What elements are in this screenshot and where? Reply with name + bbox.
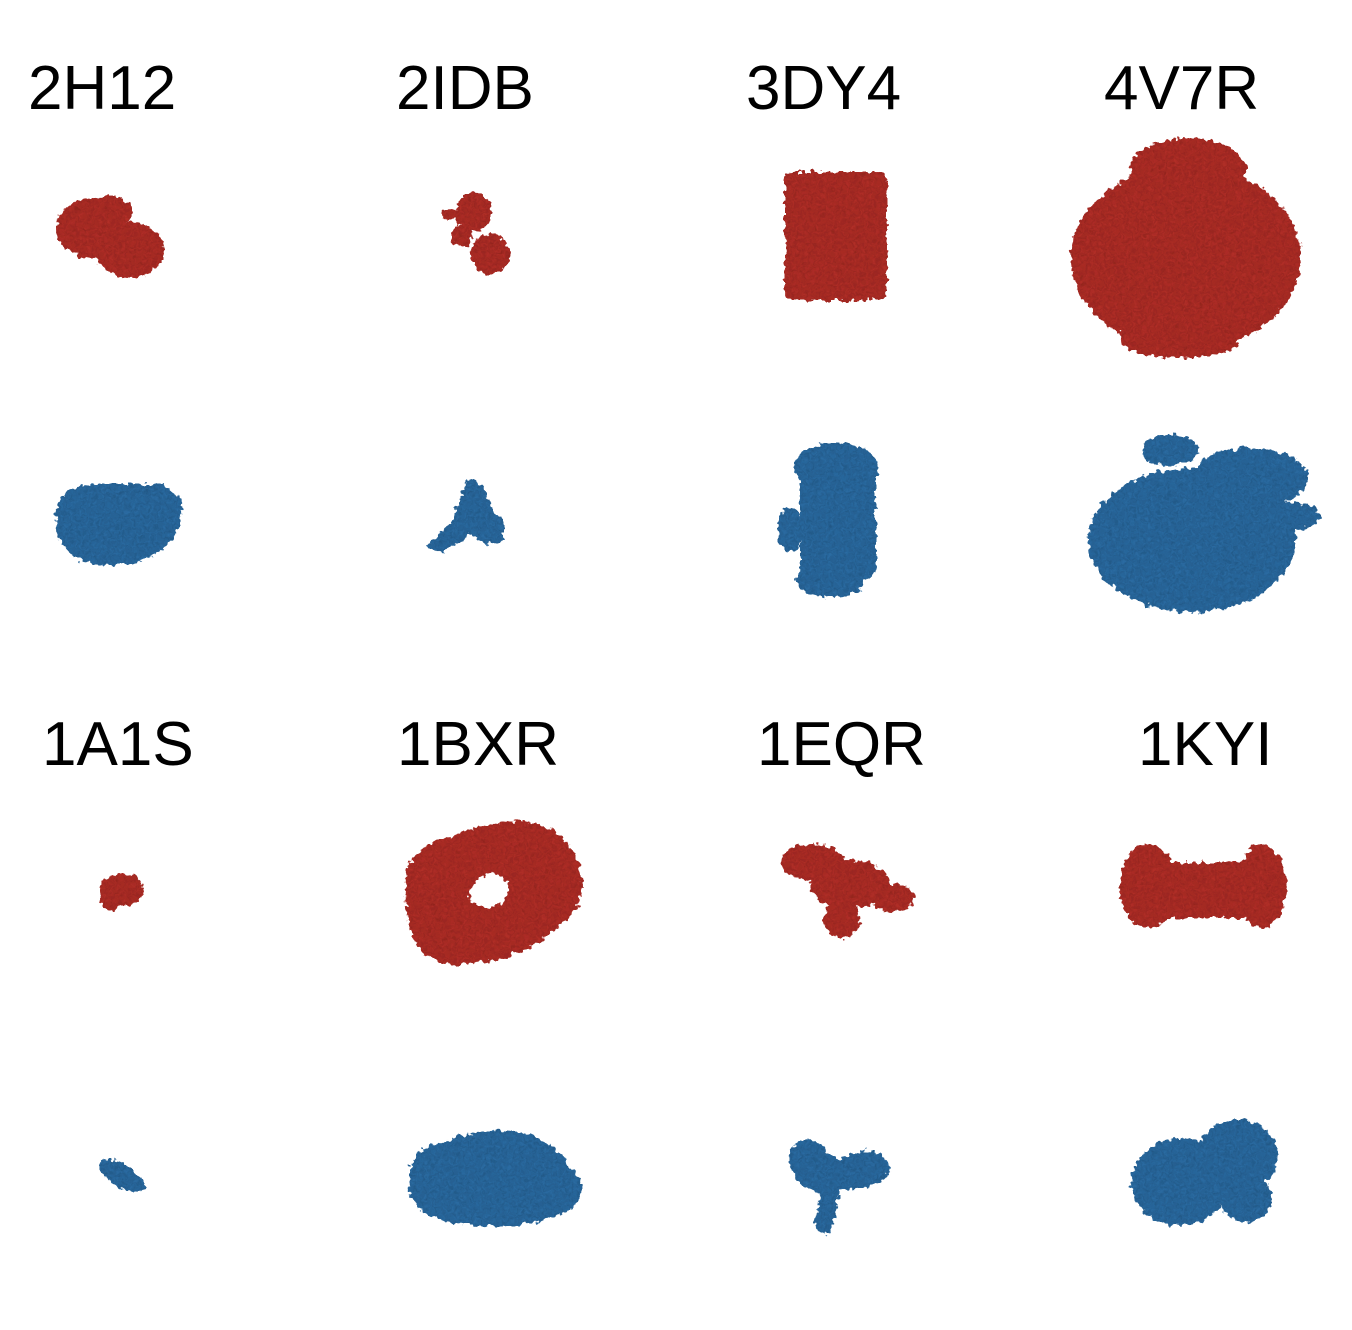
structure-2IDB-red [442,192,510,274]
structure-1A1S-blue [98,1159,146,1193]
structure-4V7R-red [1071,138,1301,358]
structure-1A1S-red [100,874,144,910]
label-3DY4: 3DY4 [746,54,902,123]
structure-1BXR-blue [408,1130,582,1227]
structure-4V7R-blue [1088,434,1320,612]
structure-1EQR-blue [789,1140,890,1236]
label-1EQR: 1EQR [757,710,926,779]
label-1KYI: 1KYI [1138,710,1273,779]
label-4V7R: 4V7R [1104,54,1260,123]
structure-2H12-red [56,196,164,278]
label-2H12: 2H12 [28,54,177,123]
structure-2H12-blue [55,484,183,565]
structure-1KYI-blue [1132,1120,1278,1226]
structure-1EQR-red [780,844,914,938]
label-1BXR: 1BXR [397,710,559,779]
structure-3DY4-blue [778,442,878,598]
label-1A1S: 1A1S [42,710,194,779]
structure-1BXR-red [405,821,583,966]
structure-3DY4-red [785,172,887,300]
label-2IDB: 2IDB [396,54,534,123]
structure-2IDB-blue [428,478,504,554]
structure-1KYI-red [1120,844,1286,928]
